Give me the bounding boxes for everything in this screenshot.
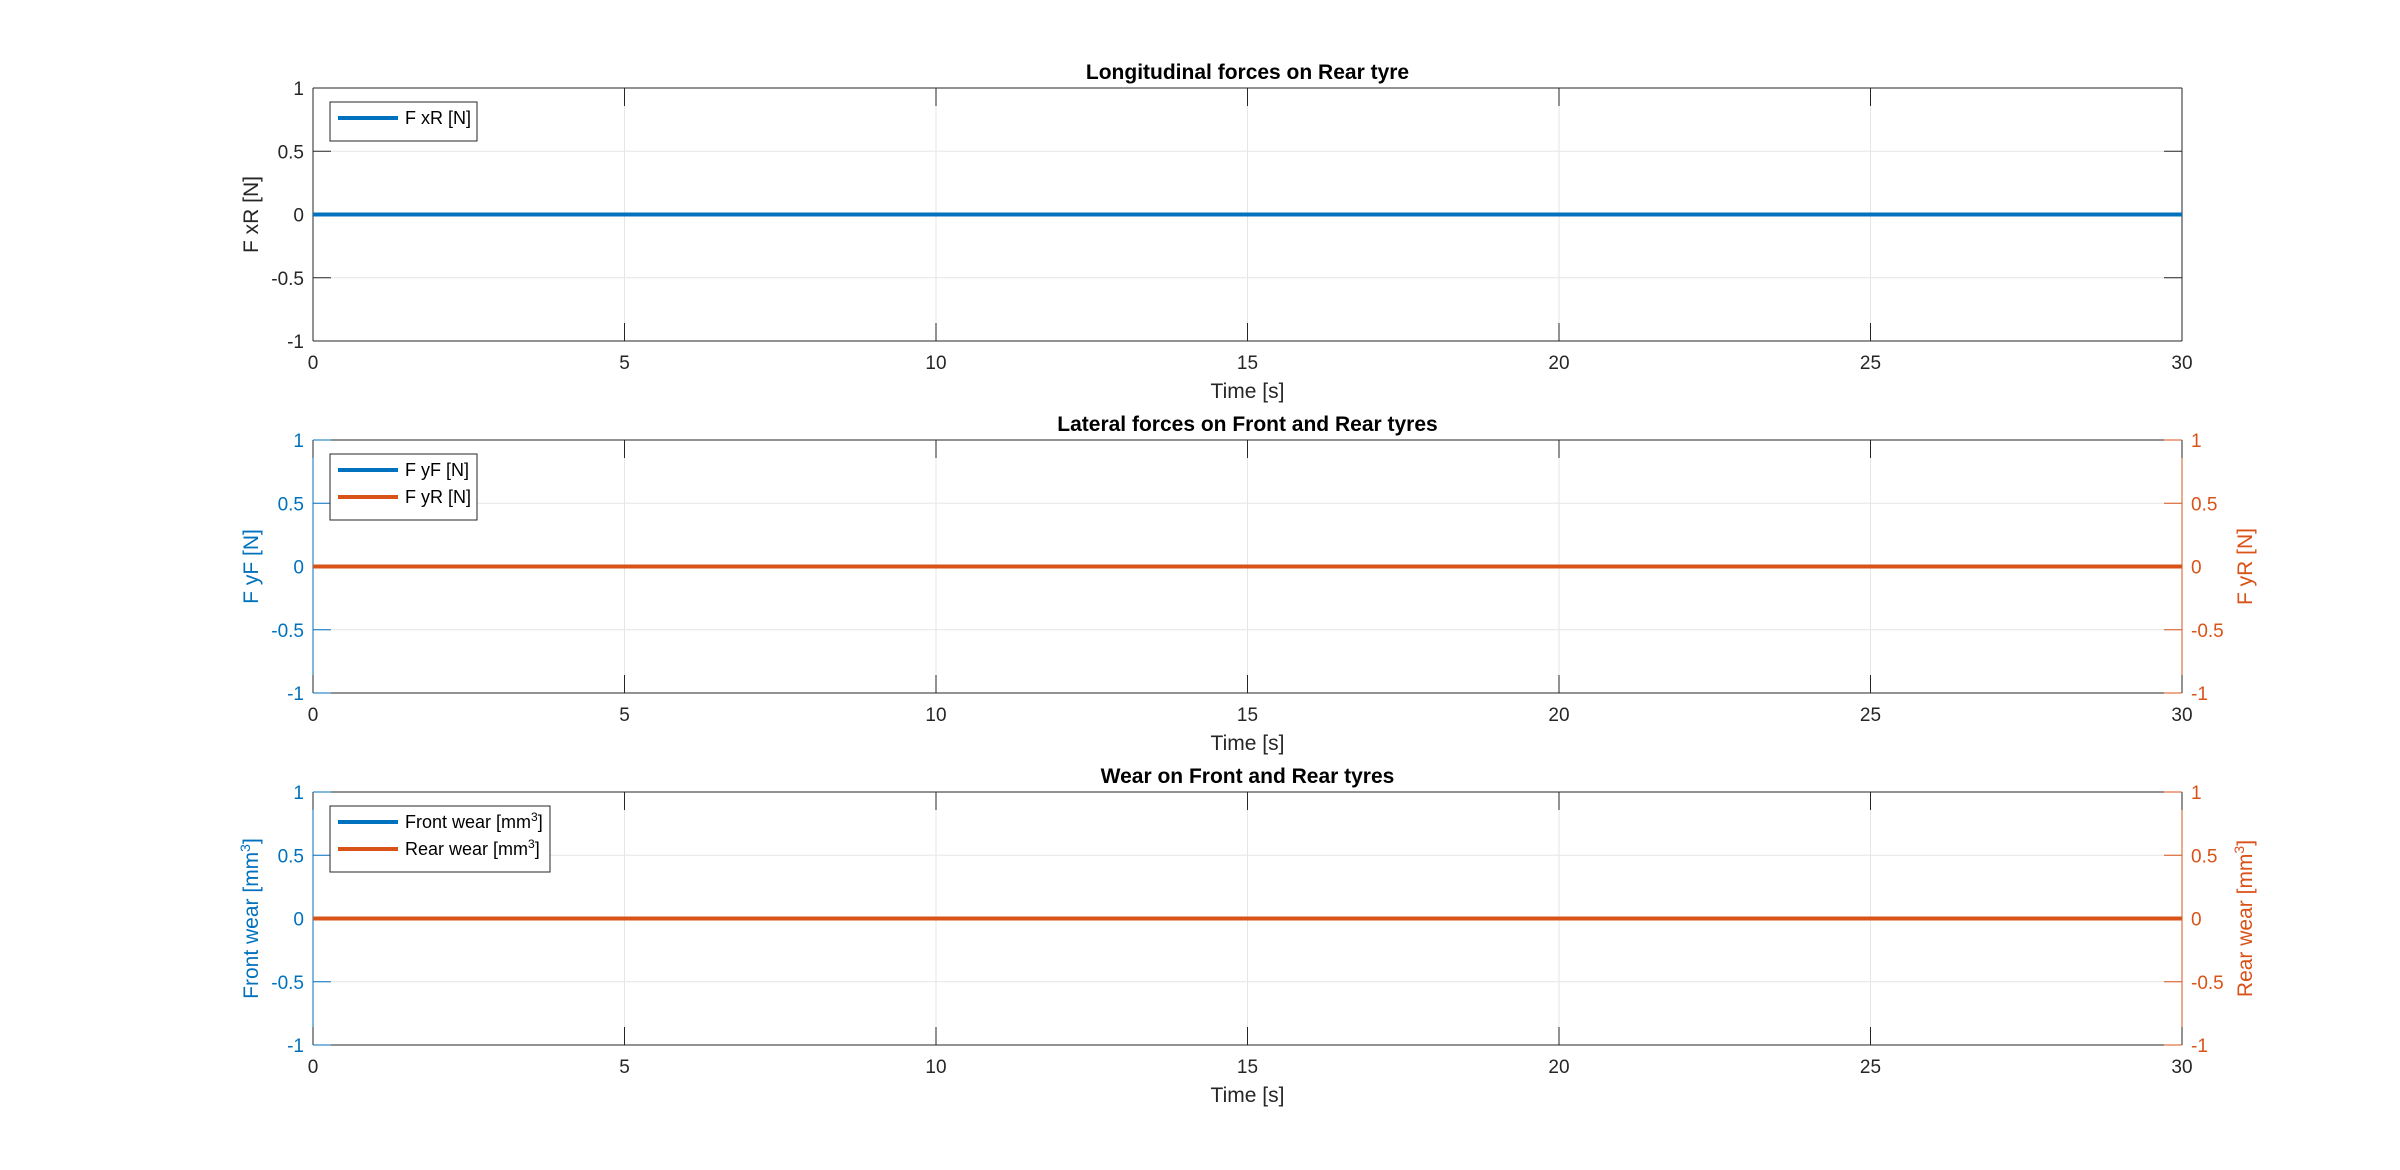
- x-tick-label: 15: [1237, 353, 1258, 374]
- y-tick-label-right: -1: [2191, 684, 2208, 705]
- y-tick-label: 0.5: [278, 846, 304, 867]
- y-axis-label: Front wear [mm3]: [237, 838, 263, 999]
- legend-entry: F yR [N]: [405, 487, 471, 507]
- y-tick-label: -0.5: [271, 621, 304, 642]
- y-tick-label: 0: [293, 558, 304, 579]
- legend: Front wear [mm3] Rear wear [mm3]: [329, 805, 551, 873]
- x-tick-label: 10: [925, 705, 946, 726]
- x-axis-label: Time [s]: [1211, 732, 1285, 755]
- y-tick-label-right: -0.5: [2191, 973, 2224, 994]
- subplot-2: 0 5 10 15 20 25 30-1-0.500.51-1-0.500.51Latera…: [240, 413, 2257, 755]
- y-tick-label: 1: [293, 783, 304, 804]
- y-tick-label-right: 1: [2191, 431, 2202, 452]
- x-tick-label: 5: [619, 705, 630, 726]
- y-tick-label: -0.5: [271, 973, 304, 994]
- y-axis-label-right: F yR [N]: [2234, 528, 2257, 605]
- legend-box: [329, 805, 551, 873]
- legend-entry: F yF [N]: [405, 460, 469, 480]
- y-tick-label: 0.5: [278, 494, 304, 515]
- x-tick-label: 0: [308, 705, 319, 726]
- x-tick-label: 25: [1860, 1057, 1881, 1078]
- y-tick-label-right: 0.5: [2191, 846, 2217, 867]
- legend-box: [329, 101, 478, 142]
- legend-box: [329, 453, 478, 521]
- chart-title: Longitudinal forces on Rear tyre: [1086, 61, 1409, 84]
- chart-title: Wear on Front and Rear tyres: [1101, 765, 1395, 788]
- y-tick-label-right: 0: [2191, 910, 2202, 931]
- y-tick-label: 1: [293, 79, 304, 100]
- x-tick-label: 20: [1548, 1057, 1569, 1078]
- x-tick-label: 15: [1237, 705, 1258, 726]
- x-tick-label: 30: [2171, 705, 2192, 726]
- x-tick-label: 5: [619, 353, 630, 374]
- legend: F xR [N]: [329, 101, 478, 142]
- legend: F yF [N] F yR [N]: [329, 453, 478, 521]
- legend-entry: Front wear [mm3]: [405, 810, 543, 832]
- x-tick-label: 15: [1237, 1057, 1258, 1078]
- y-tick-label: 0: [293, 910, 304, 931]
- chart-title: Lateral forces on Front and Rear tyres: [1057, 413, 1437, 436]
- legend-entry: F xR [N]: [405, 108, 471, 128]
- y-tick-label: -1: [287, 1036, 304, 1057]
- x-tick-label: 0: [308, 353, 319, 374]
- x-tick-label: 0: [308, 1057, 319, 1078]
- y-tick-label: 0: [293, 206, 304, 227]
- y-tick-label-right: 0.5: [2191, 494, 2217, 515]
- y-tick-label-right: 0: [2191, 558, 2202, 579]
- x-axis-label: Time [s]: [1211, 1084, 1285, 1107]
- y-tick-label-right: -1: [2191, 1036, 2208, 1057]
- y-tick-label: -0.5: [271, 269, 304, 290]
- x-tick-label: 5: [619, 1057, 630, 1078]
- subplot-1: 0 5 10 15 20 25 30 -1 -0.5 0 0.5 1 Longitudinal forc…: [240, 61, 2193, 403]
- x-tick-label: 20: [1548, 353, 1569, 374]
- y-tick-label: 1: [293, 431, 304, 452]
- y-axis-label: F yF [N]: [240, 529, 263, 604]
- y-tick-label-right: -0.5: [2191, 621, 2224, 642]
- x-tick-label: 10: [925, 353, 946, 374]
- y-axis-label-right: Rear wear [mm3]: [2231, 840, 2257, 997]
- x-axis-label: Time [s]: [1211, 380, 1285, 403]
- legend-entry: Rear wear [mm3]: [405, 837, 540, 859]
- y-tick-label: 0.5: [278, 142, 304, 163]
- x-tick-label: 30: [2171, 1057, 2192, 1078]
- x-tick-label: 20: [1548, 705, 1569, 726]
- y-axis-label: F xR [N]: [240, 176, 263, 253]
- x-tick-label: 30: [2171, 353, 2192, 374]
- x-tick-label: 10: [925, 1057, 946, 1078]
- y-tick-label: -1: [287, 332, 304, 353]
- y-tick-label: -1: [287, 684, 304, 705]
- x-tick-label: 25: [1860, 705, 1881, 726]
- y-tick-label-right: 1: [2191, 783, 2202, 804]
- x-tick-label: 25: [1860, 353, 1881, 374]
